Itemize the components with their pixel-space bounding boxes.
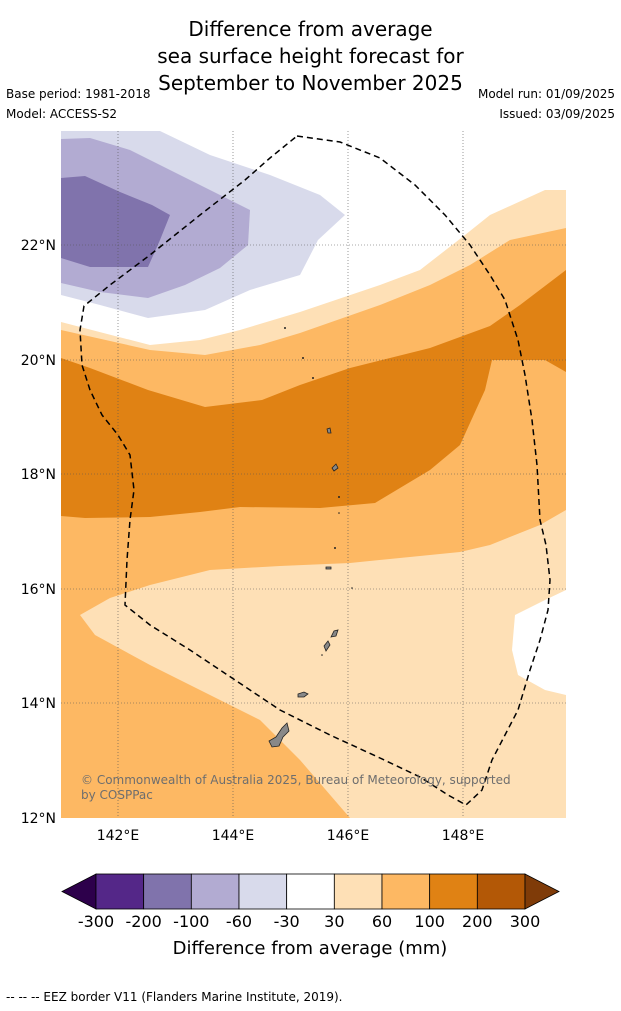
title-line-3: September to November 2025 (158, 71, 463, 95)
island-small-6 (312, 377, 314, 379)
colorbar-tick-label: 200 (462, 912, 493, 931)
lon-label: 146°E (327, 828, 370, 844)
lon-label: 148°E (442, 828, 485, 844)
island-small-8 (284, 327, 286, 329)
longitude-labels: 142°E 144°E 146°E 148°E (97, 828, 485, 844)
eez-border (79, 135, 551, 806)
map-area: © Commonwealth of Australia 2025, Bureau… (61, 131, 566, 818)
model-run: Model run: 01/09/2025 (477, 87, 615, 101)
island-small-9 (338, 512, 340, 514)
colorbar-bin (476, 873, 526, 910)
colorbar-tick-label: 60 (372, 912, 392, 931)
colorbar-bin (95, 873, 145, 910)
island-small-2 (331, 463, 339, 472)
copyright-line-1: © Commonwealth of Australia 2025, Bureau… (81, 773, 511, 787)
contour-100-200 (61, 270, 566, 518)
contour-minus100-minus200 (61, 176, 170, 267)
colorbar-tick-label: 30 (324, 912, 344, 931)
colorbar-tick-label: 100 (414, 912, 445, 931)
model-name: Model: ACCESS-S2 (6, 107, 118, 121)
island-small-4 (338, 496, 340, 498)
issued-date: Issued: 03/09/2025 (499, 107, 615, 121)
colorbar-tick-label: -100 (173, 912, 209, 931)
lat-label: 12°N (21, 811, 56, 827)
colorbar-tick-label: -60 (226, 912, 252, 931)
lat-label: 18°N (21, 467, 56, 483)
island-tinian (323, 640, 331, 652)
gridlines (61, 131, 566, 818)
lon-label: 142°E (97, 828, 140, 844)
colorbar-bin (143, 873, 192, 910)
colorbar-tick-label: -300 (78, 912, 114, 931)
island-small-11 (321, 654, 323, 656)
island-saipan (330, 629, 339, 638)
latitude-labels: 22°N 20°N 18°N 16°N 14°N 12°N (21, 238, 56, 827)
lat-label: 22°N (21, 238, 56, 254)
colorbar-bin (381, 873, 431, 910)
lon-label: 144°E (212, 828, 255, 844)
colorbar-title: Difference from average (mm) (173, 938, 448, 959)
island-guam (268, 722, 290, 748)
lat-label: 20°N (21, 353, 56, 369)
colorbar: -300 -200 -100 -60 -30 30 60 100 200 300 (61, 873, 560, 931)
title-line-1: Difference from average (188, 17, 433, 41)
island-small-5 (334, 547, 336, 549)
lat-label: 16°N (21, 582, 56, 598)
colorbar-arrow-high (524, 873, 560, 910)
colorbar-bin (190, 873, 240, 910)
island-small-10 (351, 587, 353, 589)
base-period: Base period: 1981-2018 (6, 87, 151, 101)
island-small-1 (325, 566, 332, 570)
copyright-line-2: by COSPPac (81, 788, 153, 802)
colorbar-arrow-low (61, 873, 97, 910)
colorbar-tick-label: -200 (126, 912, 162, 931)
colorbar-bin (333, 873, 383, 910)
colorbar-bin (238, 873, 288, 910)
colorbar-tick-label: -30 (274, 912, 300, 931)
eez-legend: -- -- -- EEZ border V11 (Flanders Marine… (6, 990, 343, 1004)
lat-label: 14°N (21, 696, 56, 712)
island-rota (297, 691, 309, 698)
title-line-2: sea surface height forecast for (157, 44, 464, 68)
colorbar-tick-label: 300 (510, 912, 541, 931)
island-small-7 (302, 357, 304, 359)
colorbar-bin (429, 873, 478, 910)
island-small-3 (326, 427, 332, 434)
colorbar-bin (286, 873, 335, 910)
map-title: Difference from average sea surface heig… (0, 16, 621, 97)
